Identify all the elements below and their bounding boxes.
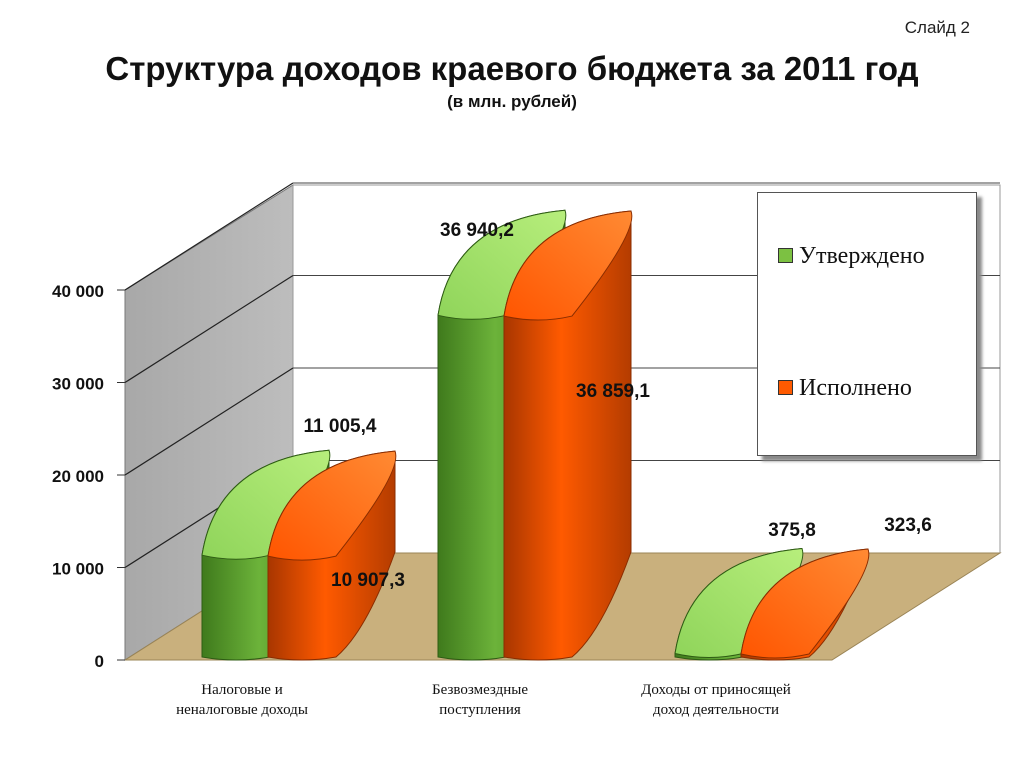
category-label-0: Налоговые и: [201, 682, 282, 698]
legend-item-approved: Утверждено: [778, 243, 925, 270]
bar-top-executed-1: [503, 210, 633, 321]
y-tick-label: 20 000: [52, 467, 104, 486]
legend-swatch-executed: [778, 379, 793, 395]
legend: Утверждено Исполнено: [757, 192, 977, 456]
bar-top-approved-0: [201, 449, 331, 560]
chart-title: Структура доходов краевого бюджета за 20…: [105, 50, 919, 87]
legend-item-executed: Исполнено: [778, 375, 912, 402]
value-label-executed-2: 323,6: [884, 515, 932, 536]
legend-swatch-approved: [778, 247, 793, 263]
category-label-1: поступления: [439, 702, 521, 718]
bar-top-executed-0: [267, 450, 397, 561]
category-label-0: неналоговые доходы: [176, 702, 308, 718]
value-label-approved-0: 11 005,4: [304, 416, 377, 437]
y-tick-label: 10 000: [52, 560, 104, 579]
gridline-side: [124, 274, 294, 384]
gridline-side: [124, 182, 294, 291]
bar-top-approved-1: [437, 209, 567, 320]
y-tick-label: 0: [95, 652, 104, 671]
legend-label-executed: Исполнено: [799, 375, 912, 401]
bar-top-approved-2: [674, 547, 804, 658]
chart-subtitle: (в млн. рублей): [447, 92, 577, 111]
value-label-executed-0: 10 907,3: [331, 570, 405, 591]
gridline-side: [124, 367, 294, 476]
value-label-approved-2: 375,8: [768, 520, 816, 541]
y-tick-label: 30 000: [52, 375, 104, 394]
value-label-approved-1: 36 940,2: [440, 220, 514, 241]
y-tick-label: 40 000: [52, 282, 104, 301]
legend-label-approved: Утверждено: [799, 243, 925, 269]
category-label-1: Безвозмездные: [432, 682, 528, 698]
slide-number: Слайд 2: [904, 18, 970, 37]
category-label-2: Доходы от приносящей: [641, 682, 791, 698]
value-label-executed-1: 36 859,1: [576, 381, 650, 402]
category-label-2: доход деятельности: [653, 702, 779, 718]
bar-top-executed-2: [740, 548, 870, 659]
